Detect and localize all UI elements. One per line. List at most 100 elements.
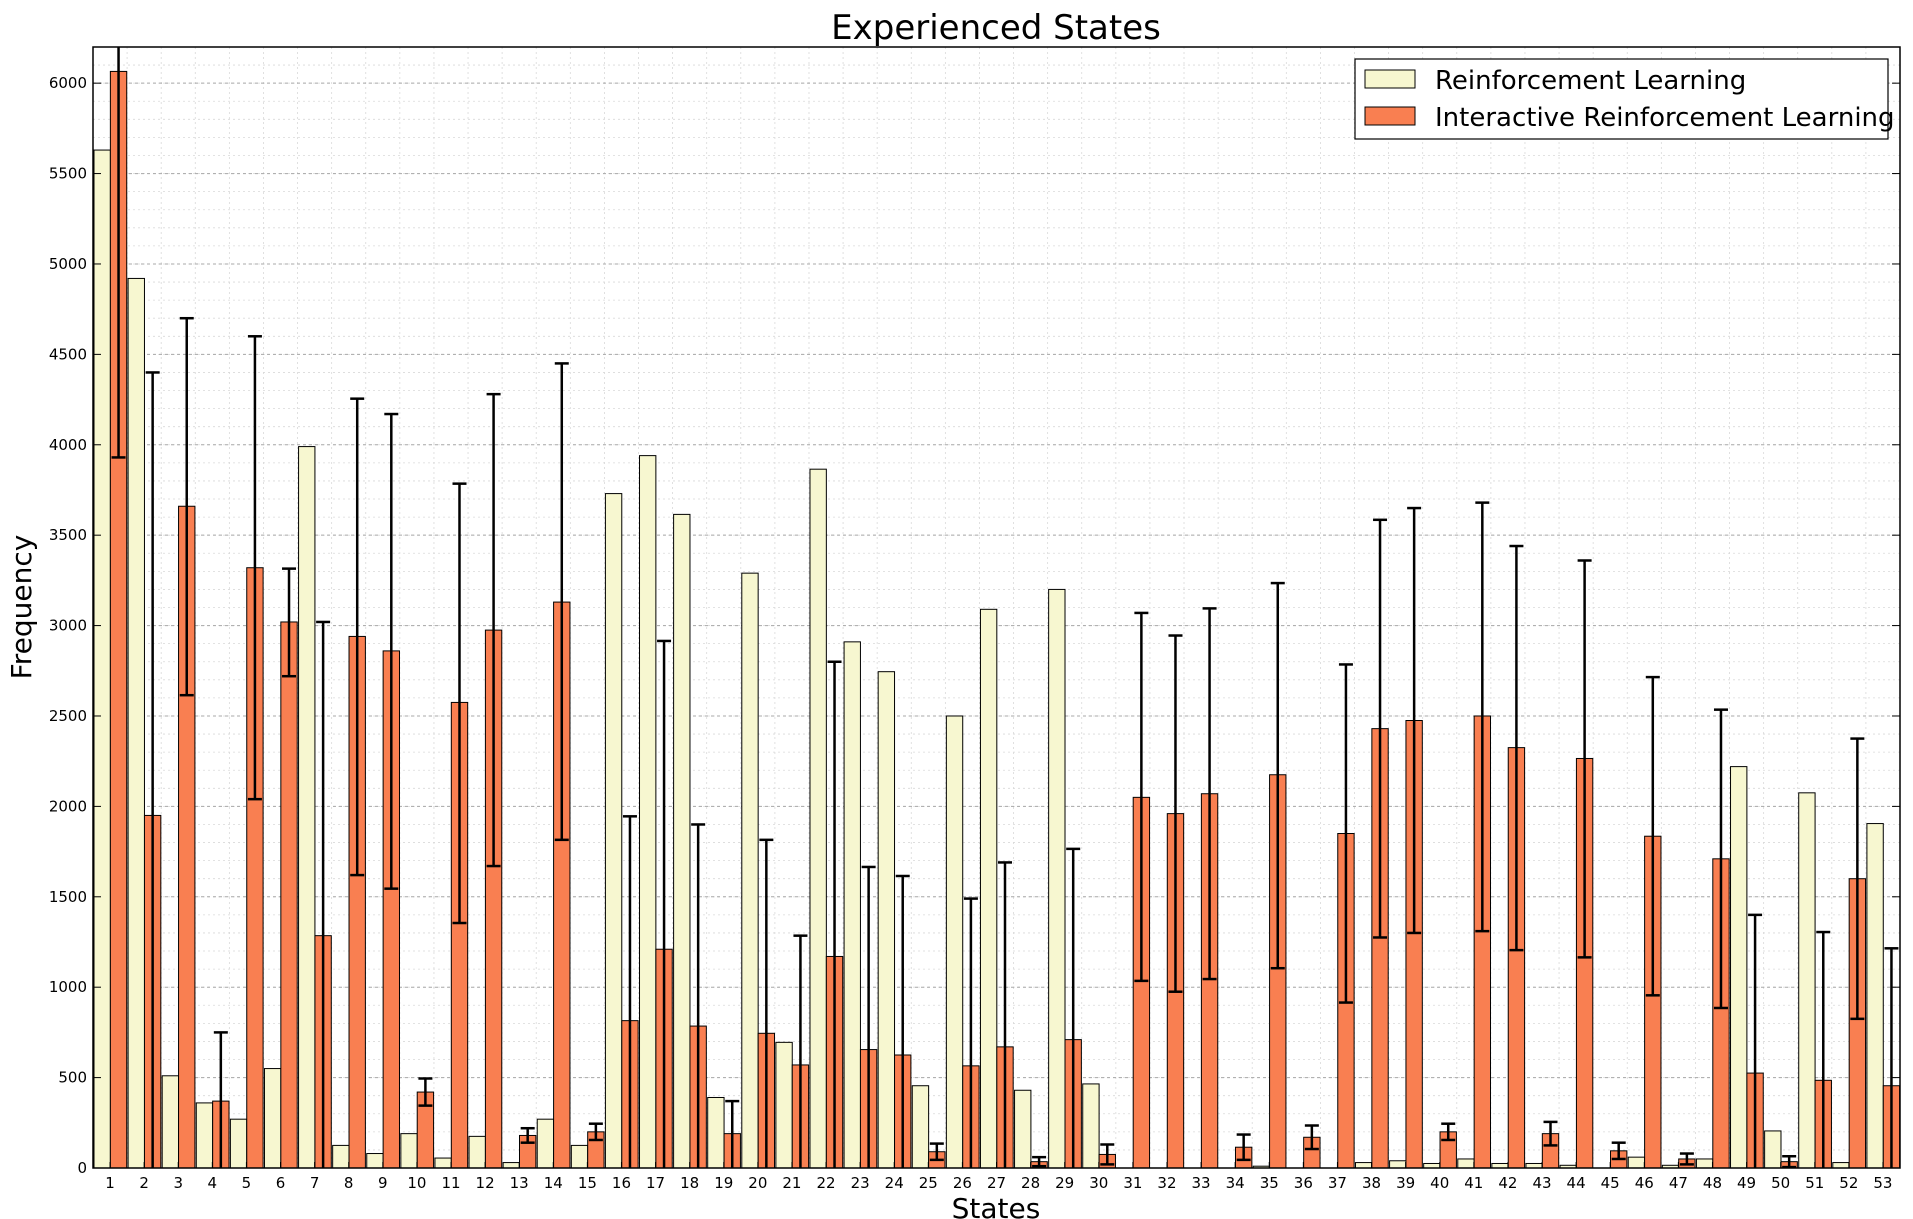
y-tick-label: 0 xyxy=(77,1159,87,1177)
x-tick-label: 26 xyxy=(953,1174,972,1192)
x-tick-label: 6 xyxy=(276,1174,286,1192)
grid xyxy=(92,46,1901,1169)
y-tick-label: 1500 xyxy=(49,888,87,906)
bar-rl-state-9 xyxy=(366,1153,384,1169)
bar-irl-state-6 xyxy=(280,621,298,1169)
bar-rl-state-17 xyxy=(639,455,657,1169)
bar-rl-state-2 xyxy=(127,277,145,1169)
bar-rl-state-14 xyxy=(536,1118,555,1169)
x-tick-label: 52 xyxy=(1839,1174,1858,1192)
x-tick-label: 14 xyxy=(544,1174,563,1192)
bar-rl-state-38 xyxy=(1354,1162,1373,1169)
x-tick-label: 7 xyxy=(310,1174,320,1192)
x-tick-label: 19 xyxy=(714,1174,733,1192)
chart-title: Experienced States xyxy=(831,8,1161,48)
bar-rl-state-46 xyxy=(1627,1156,1646,1169)
x-tick-label: 15 xyxy=(578,1174,597,1192)
bar-rl-state-6 xyxy=(263,1068,282,1169)
bar-rl-state-23 xyxy=(843,641,861,1169)
x-tick-label: 49 xyxy=(1737,1174,1756,1192)
bar-rl-state-53 xyxy=(1866,823,1884,1169)
x-tick-label: 47 xyxy=(1669,1174,1688,1192)
x-tick-label: 51 xyxy=(1805,1174,1824,1192)
x-tick-label: 37 xyxy=(1328,1174,1347,1192)
bar-rl-state-20 xyxy=(741,572,759,1169)
y-tick-label: 2500 xyxy=(49,707,87,725)
bar-rl-state-7 xyxy=(298,446,316,1169)
x-tick-label: 16 xyxy=(612,1174,631,1192)
x-tick-label: 2 xyxy=(139,1174,149,1192)
bars xyxy=(93,70,1901,1169)
x-tick-label: 1 xyxy=(105,1174,115,1192)
legend-label-rl: Reinforcement Learning xyxy=(1435,66,1746,96)
x-tick-label: 10 xyxy=(407,1174,426,1192)
bar-rl-state-16 xyxy=(604,493,623,1169)
x-tick-label: 12 xyxy=(476,1174,495,1192)
x-tick-label: 27 xyxy=(987,1174,1006,1192)
x-tick-label: 31 xyxy=(1123,1174,1142,1192)
y-tick-label: 5500 xyxy=(49,165,87,183)
bar-rl-state-13 xyxy=(502,1162,520,1169)
x-tick-label: 18 xyxy=(680,1174,699,1192)
x-tick-label: 34 xyxy=(1226,1174,1245,1192)
bar-rl-state-4 xyxy=(195,1102,214,1169)
x-tick-label: 39 xyxy=(1396,1174,1415,1192)
x-tick-label: 36 xyxy=(1294,1174,1313,1192)
x-tick-label: 43 xyxy=(1532,1174,1551,1192)
x-tick-label: 9 xyxy=(378,1174,388,1192)
x-tick-label: 46 xyxy=(1635,1174,1654,1192)
error-bars xyxy=(111,47,1899,1169)
x-tick-label: 53 xyxy=(1873,1174,1892,1192)
y-tick-label: 6000 xyxy=(49,74,87,92)
y-tick-label: 4000 xyxy=(49,436,87,454)
x-tick-label: 13 xyxy=(510,1174,529,1192)
y-tick-label: 3500 xyxy=(49,526,87,544)
x-tick-label: 50 xyxy=(1771,1174,1790,1192)
bar-rl-state-19 xyxy=(707,1096,725,1169)
bar-rl-state-29 xyxy=(1048,588,1066,1169)
bar-rl-state-22 xyxy=(809,468,827,1169)
legend-swatch-irl xyxy=(1364,106,1416,126)
bar-rl-state-48 xyxy=(1695,1158,1714,1169)
bar-rl-state-8 xyxy=(332,1144,350,1169)
x-tick-label: 3 xyxy=(173,1174,183,1192)
bar-rl-state-15 xyxy=(570,1144,589,1169)
bar-rl-state-30 xyxy=(1082,1083,1100,1169)
legend-box xyxy=(1354,58,1889,140)
y-tick-label: 500 xyxy=(58,1069,87,1087)
x-tick-label: 38 xyxy=(1362,1174,1381,1192)
bar-rl-state-27 xyxy=(979,608,998,1169)
y-tick-label: 3000 xyxy=(49,617,87,635)
x-tick-label: 17 xyxy=(646,1174,665,1192)
x-tick-label: 32 xyxy=(1157,1174,1176,1192)
x-tick-label: 28 xyxy=(1021,1174,1040,1192)
x-tick-label: 22 xyxy=(816,1174,835,1192)
x-tick-label: 30 xyxy=(1089,1174,1108,1192)
bar-rl-state-41 xyxy=(1457,1158,1475,1169)
x-tick-label: 35 xyxy=(1260,1174,1279,1192)
x-tick-label: 8 xyxy=(344,1174,354,1192)
bar-rl-state-21 xyxy=(775,1041,793,1169)
x-tick-label: 23 xyxy=(851,1174,870,1192)
bar-rl-state-1 xyxy=(93,149,111,1169)
bar-rl-state-49 xyxy=(1730,766,1748,1169)
bar-rl-state-12 xyxy=(468,1135,486,1169)
x-tick-label: 42 xyxy=(1498,1174,1517,1192)
x-tick-label: 29 xyxy=(1055,1174,1074,1192)
x-axis-ticks: 1 2 3 4 5 6 7 8 9 10 11 12 13 14 15 16 17 18 19 20 21 22 23 24 2… xyxy=(105,1162,1892,1192)
y-axis-title: Frequency xyxy=(5,535,38,680)
x-tick-label: 25 xyxy=(919,1174,938,1192)
x-tick-label: 21 xyxy=(782,1174,801,1192)
x-tick-label: 5 xyxy=(242,1174,252,1192)
x-tick-label: 45 xyxy=(1601,1174,1620,1192)
bar-rl-state-11 xyxy=(434,1157,452,1169)
x-tick-label: 4 xyxy=(208,1174,218,1192)
bar-rl-state-50 xyxy=(1764,1130,1782,1169)
x-tick-label: 41 xyxy=(1464,1174,1483,1192)
legend-swatch-rl xyxy=(1364,69,1416,89)
y-tick-label: 5000 xyxy=(49,255,87,273)
x-tick-label: 44 xyxy=(1567,1174,1586,1192)
bar-rl-state-10 xyxy=(400,1133,418,1169)
y-tick-label: 4500 xyxy=(49,345,87,363)
